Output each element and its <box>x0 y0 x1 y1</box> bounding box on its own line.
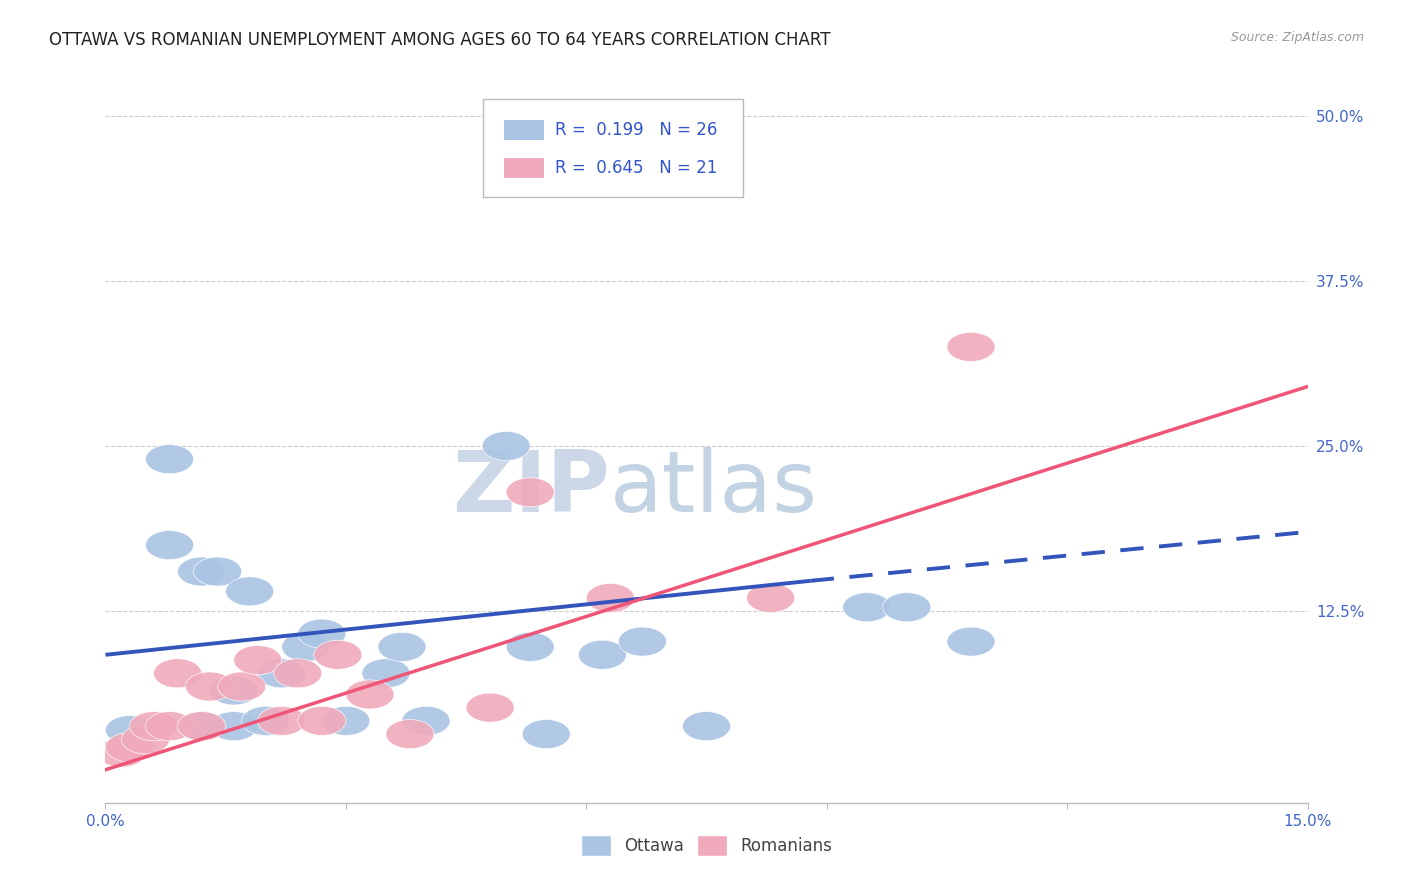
Ellipse shape <box>346 680 394 709</box>
Ellipse shape <box>619 627 666 657</box>
Text: Source: ZipAtlas.com: Source: ZipAtlas.com <box>1230 31 1364 45</box>
Text: OTTAWA VS ROMANIAN UNEMPLOYMENT AMONG AGES 60 TO 64 YEARS CORRELATION CHART: OTTAWA VS ROMANIAN UNEMPLOYMENT AMONG AG… <box>49 31 831 49</box>
Text: ZIP: ZIP <box>453 447 610 531</box>
Ellipse shape <box>361 659 411 688</box>
Ellipse shape <box>298 706 346 735</box>
Ellipse shape <box>402 706 450 735</box>
Ellipse shape <box>883 592 931 622</box>
Ellipse shape <box>322 706 370 735</box>
Ellipse shape <box>225 577 274 606</box>
Ellipse shape <box>121 725 170 754</box>
Ellipse shape <box>186 672 233 701</box>
Ellipse shape <box>842 592 891 622</box>
Ellipse shape <box>385 720 434 748</box>
Ellipse shape <box>242 706 290 735</box>
Ellipse shape <box>948 627 995 657</box>
Text: R =  0.645   N = 21: R = 0.645 N = 21 <box>555 159 717 177</box>
Ellipse shape <box>105 732 153 762</box>
Ellipse shape <box>948 333 995 361</box>
Ellipse shape <box>146 445 194 474</box>
Ellipse shape <box>105 715 153 745</box>
Ellipse shape <box>281 632 330 661</box>
Ellipse shape <box>314 640 361 669</box>
Ellipse shape <box>146 531 194 559</box>
Ellipse shape <box>129 712 177 740</box>
Ellipse shape <box>233 646 281 674</box>
Ellipse shape <box>378 632 426 661</box>
Ellipse shape <box>506 632 554 661</box>
Ellipse shape <box>586 583 634 613</box>
Ellipse shape <box>177 712 225 740</box>
Ellipse shape <box>218 672 266 701</box>
Ellipse shape <box>153 659 201 688</box>
Ellipse shape <box>209 712 257 740</box>
Ellipse shape <box>522 720 571 748</box>
Ellipse shape <box>97 738 146 767</box>
Ellipse shape <box>506 478 554 507</box>
Ellipse shape <box>298 619 346 648</box>
Ellipse shape <box>578 640 627 669</box>
Ellipse shape <box>209 676 257 705</box>
Ellipse shape <box>482 432 530 460</box>
Ellipse shape <box>146 712 194 740</box>
Ellipse shape <box>274 659 322 688</box>
Ellipse shape <box>747 583 794 613</box>
Ellipse shape <box>257 659 307 688</box>
Legend: Ottawa, Romanians: Ottawa, Romanians <box>574 829 839 863</box>
Ellipse shape <box>257 706 307 735</box>
Text: atlas: atlas <box>610 447 818 531</box>
Ellipse shape <box>177 712 225 740</box>
Text: R =  0.199   N = 26: R = 0.199 N = 26 <box>555 121 717 139</box>
Ellipse shape <box>682 712 731 740</box>
Ellipse shape <box>467 693 515 723</box>
Ellipse shape <box>177 557 225 586</box>
Ellipse shape <box>194 557 242 586</box>
